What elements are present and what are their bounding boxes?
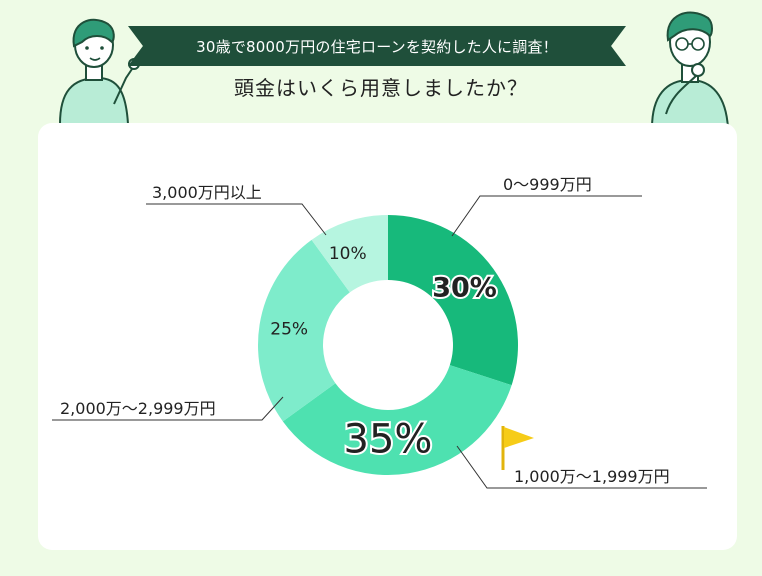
chart-card <box>38 123 737 550</box>
person-pointing-illustration <box>52 12 142 128</box>
person-thinking-illustration <box>646 4 736 132</box>
category-label-0-999: 0〜999万円 <box>503 175 592 194</box>
value-label-1-000-1-999: 35% <box>344 417 433 463</box>
value-label-2-000-2-999: 25% <box>270 320 308 340</box>
flag-icon <box>501 426 534 470</box>
value-label-3-000: 10% <box>329 244 367 264</box>
banner-text: 30歳で8000万円の住宅ローンを契約した人に調査！ <box>196 37 558 56</box>
slice-2-000-2-999 <box>258 239 350 422</box>
leader-line-3-000 <box>146 203 327 236</box>
leader-line-0-999 <box>451 195 642 237</box>
slice-3-000 <box>311 215 388 293</box>
leader-line-1-000-1-999 <box>456 445 707 489</box>
leader-line-2-000-2-999 <box>52 396 284 421</box>
category-label-3-000: 3,000万円以上 <box>152 183 262 202</box>
slice-1-000-1-999 <box>282 365 512 476</box>
category-label-1-000-1-999: 1,000万〜1,999万円 <box>514 467 670 486</box>
survey-banner: 30歳で8000万円の住宅ローンを契約した人に調査！ <box>128 26 626 66</box>
slice-0-999 <box>388 215 518 386</box>
category-label-2-000-2-999: 2,000万〜2,999万円 <box>60 399 216 418</box>
question-heading: 頭金はいくら用意しましたか？ <box>234 76 528 100</box>
value-label-0-999: 30% <box>432 273 497 304</box>
